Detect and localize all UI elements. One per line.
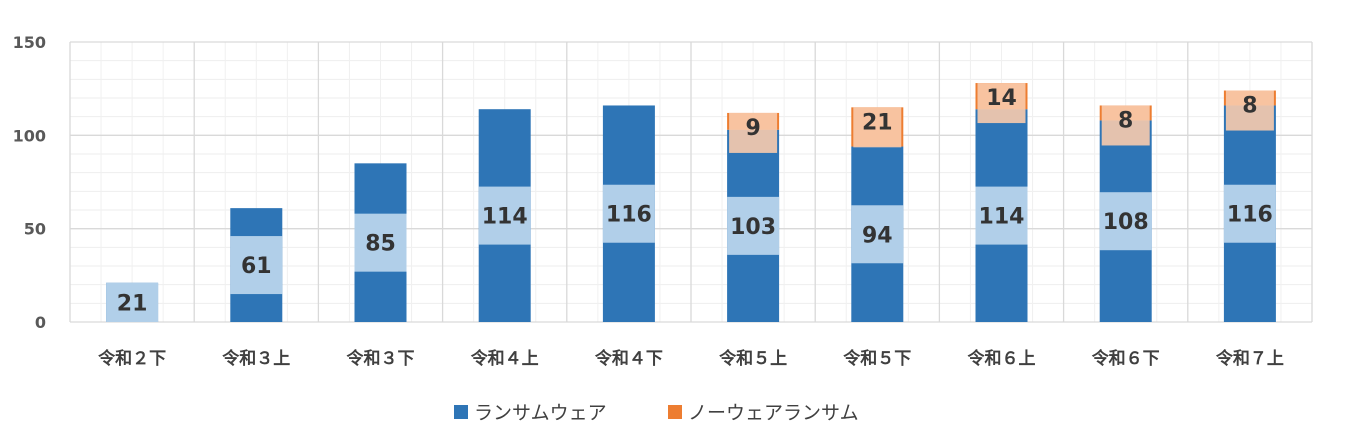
data-label-box — [602, 184, 655, 243]
data-label-ransomware: 94 — [862, 223, 893, 248]
data-label-ransomware: 85 — [365, 232, 396, 257]
x-tick-label: 令和６上 — [968, 348, 1036, 369]
data-label-noware-ransom: 9 — [745, 116, 760, 141]
data-label-noware-ransom: 8 — [1242, 94, 1257, 119]
data-label-ransomware: 116 — [606, 203, 652, 228]
data-label-box — [975, 186, 1028, 245]
data-label-box — [1101, 105, 1150, 146]
data-label-noware-ransom: 21 — [862, 110, 893, 135]
x-tick-label: 令和６下 — [1092, 348, 1160, 369]
data-label-ransomware: 116 — [1227, 203, 1273, 228]
data-label-box — [106, 282, 159, 322]
data-label-box — [851, 205, 904, 264]
x-tick-label: 令和３上 — [222, 348, 290, 369]
data-label-box — [977, 83, 1026, 124]
legend-label: ノーウェアランサム — [688, 402, 859, 424]
x-tick-label: 令和４上 — [471, 348, 539, 369]
legend: ランサムウェア ノーウェアランサム — [454, 402, 859, 424]
data-label-noware-ransom: 8 — [1118, 108, 1133, 133]
legend-swatch — [668, 405, 682, 419]
data-label-box — [354, 213, 407, 272]
x-tick-label: 令和３下 — [347, 348, 415, 369]
data-label-box — [729, 112, 778, 153]
data-label-box — [727, 196, 780, 255]
data-label-box — [1225, 90, 1274, 131]
data-label-box — [478, 186, 531, 245]
legend-label: ランサムウェア — [474, 402, 607, 424]
data-label-noware-ransom: 14 — [986, 86, 1017, 111]
data-label-box — [1099, 192, 1152, 251]
data-label-ransomware: 21 — [117, 291, 148, 316]
data-label-ransomware: 114 — [979, 205, 1025, 230]
y-tick-label: 50 — [24, 220, 46, 239]
data-label-ransomware: 114 — [482, 205, 528, 230]
legend-item-noware-ransom: ノーウェアランサム — [668, 402, 859, 424]
bars: 21 61 85 114 116 103 9 94 21 114 14 108 8 116 8 — [106, 83, 1276, 323]
y-axis: 0 50 100 150 — [13, 33, 46, 332]
legend-item-ransomware: ランサムウェア — [454, 402, 607, 424]
data-label-ransomware: 61 — [241, 254, 272, 279]
data-label-ransomware: 103 — [730, 215, 776, 240]
x-tick-label: 令和２下 — [98, 348, 166, 369]
x-axis: 令和２下 令和３上 令和３下 令和４上 令和４下 令和５上 令和５下 令和６上 令和６下 令和７上 — [98, 348, 1284, 369]
x-tick-label: 令和７上 — [1216, 348, 1284, 369]
data-label-box — [1223, 184, 1276, 243]
x-tick-label: 令和４下 — [595, 348, 663, 369]
data-label-ransomware: 108 — [1103, 210, 1149, 235]
x-tick-label: 令和５下 — [843, 348, 911, 369]
x-tick-label: 令和５上 — [719, 348, 787, 369]
data-label-box — [230, 236, 283, 295]
data-label-box — [853, 107, 902, 148]
y-tick-label: 150 — [13, 33, 46, 52]
legend-swatch — [454, 405, 468, 419]
y-tick-label: 100 — [13, 126, 46, 145]
y-tick-label: 0 — [35, 313, 46, 332]
